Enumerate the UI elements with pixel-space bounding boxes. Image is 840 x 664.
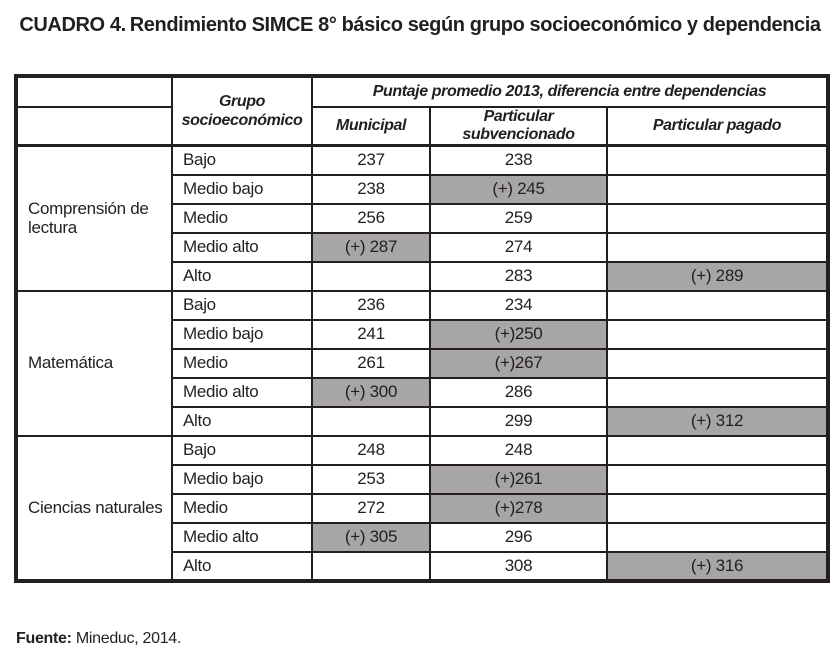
- table-row: Medio bajo 253 (+)261: [16, 463, 830, 495]
- value-cell: 248: [429, 434, 608, 466]
- group-cell: Medio bajo: [171, 463, 313, 495]
- value-cell: 299: [429, 405, 608, 437]
- value-cell: (+) 287: [311, 231, 431, 263]
- value-cell: [605, 376, 830, 408]
- table-row: Alto 299 (+) 312: [16, 405, 830, 437]
- value-cell: 272: [311, 492, 431, 524]
- table-row: Medio bajo 238 (+) 245: [16, 173, 830, 205]
- group-cell: Medio: [171, 202, 313, 234]
- value-cell: [605, 144, 830, 176]
- table-row: Comprensión de lectura Bajo 237 238: [15, 144, 830, 292]
- column-header-particular-subvencionado: Particular subvencionado: [429, 106, 608, 147]
- table-row: Alto 283 (+) 289: [16, 260, 830, 292]
- value-cell: (+) 289: [605, 260, 830, 292]
- corner-cell-top: [15, 75, 173, 108]
- value-cell: 286: [429, 376, 608, 408]
- value-cell: (+) 305: [311, 521, 431, 553]
- value-cell: [311, 405, 431, 437]
- subject-cell-comprension: Comprensión de lectura: [15, 144, 173, 292]
- group-cell: Medio: [171, 347, 313, 379]
- value-cell: 296: [429, 521, 608, 553]
- value-cell: (+) 312: [605, 405, 830, 437]
- group-cell: Bajo: [171, 434, 313, 466]
- column-header-municipal: Municipal: [311, 106, 431, 147]
- value-cell: [311, 550, 431, 582]
- value-cell: (+) 300: [311, 376, 431, 408]
- subject-cell-ciencias: Ciencias naturales: [15, 434, 173, 582]
- table-row: Medio 272 (+)278: [16, 492, 830, 524]
- value-cell: [605, 347, 830, 379]
- table-number-label: CUADRO 4.: [19, 14, 126, 36]
- table-row: Alto 308 (+) 316: [16, 550, 830, 582]
- value-cell: 274: [429, 231, 608, 263]
- group-cell: Alto: [171, 550, 313, 582]
- value-cell: 237: [311, 144, 431, 176]
- value-cell: 241: [311, 318, 431, 350]
- value-cell: (+)267: [429, 347, 608, 379]
- value-cell: (+) 245: [429, 173, 608, 205]
- header-row-1: Grupo socioeconómico Puntaje promedio 20…: [15, 75, 830, 147]
- value-cell: [605, 318, 830, 350]
- value-cell: (+) 316: [605, 550, 830, 582]
- table-row: Medio 256 259: [16, 202, 830, 234]
- value-cell: 238: [429, 144, 608, 176]
- table-row: Matemática Bajo 236 234: [15, 289, 830, 437]
- value-cell: 248: [311, 434, 431, 466]
- value-cell: 308: [429, 550, 608, 582]
- value-cell: 283: [429, 260, 608, 292]
- page-title: CUADRO 4. Rendimiento SIMCE 8° básico seg…: [0, 14, 840, 37]
- value-cell: 234: [429, 289, 608, 321]
- column-header-particular-pagado: Particular pagado: [605, 106, 830, 147]
- value-cell: [605, 173, 830, 205]
- table-row: Medio 261 (+)267: [16, 347, 830, 379]
- group-cell: Bajo: [171, 144, 313, 176]
- group-cell: Bajo: [171, 289, 313, 321]
- source-text: Mineduc, 2014.: [71, 630, 182, 647]
- table-row: Medio alto (+) 300 286: [16, 376, 830, 408]
- source-note: Fuente: Mineduc, 2014.: [16, 630, 181, 648]
- group-cell: Medio bajo: [171, 173, 313, 205]
- value-cell: (+)261: [429, 463, 608, 495]
- value-cell: 253: [311, 463, 431, 495]
- group-cell: Medio bajo: [171, 318, 313, 350]
- value-cell: 259: [429, 202, 608, 234]
- table-row: Medio alto (+) 305 296: [16, 521, 830, 553]
- value-cell: 261: [311, 347, 431, 379]
- corner-cell-bottom: [15, 106, 173, 147]
- value-cell: [605, 521, 830, 553]
- group-cell: Medio: [171, 492, 313, 524]
- value-cell: 238: [311, 173, 431, 205]
- group-cell: Medio alto: [171, 376, 313, 408]
- group-cell: Alto: [171, 260, 313, 292]
- value-cell: (+)278: [429, 492, 608, 524]
- simce-results-table: Grupo socioeconómico Puntaje promedio 20…: [14, 74, 831, 583]
- table-row: Ciencias naturales Bajo 248 248: [15, 434, 830, 582]
- table-row: Medio bajo 241 (+)250: [16, 318, 830, 350]
- value-cell: [605, 202, 830, 234]
- value-cell: 236: [311, 289, 431, 321]
- value-cell: [605, 289, 830, 321]
- group-cell: Medio alto: [171, 521, 313, 553]
- column-header-span-puntaje: Puntaje promedio 2013, diferencia entre …: [310, 75, 830, 108]
- header-row-2: Municipal Particular subvencionado Parti…: [15, 106, 830, 147]
- value-cell: [311, 260, 431, 292]
- table-title-text: Rendimiento SIMCE 8° básico según grupo …: [129, 14, 821, 36]
- subject-cell-matematica: Matemática: [15, 289, 173, 437]
- value-cell: 256: [311, 202, 431, 234]
- value-cell: [605, 492, 830, 524]
- source-label: Fuente:: [16, 630, 72, 647]
- group-cell: Alto: [171, 405, 313, 437]
- table-row: Medio alto (+) 287 274: [16, 231, 830, 263]
- group-cell: Medio alto: [171, 231, 313, 263]
- value-cell: [605, 434, 830, 466]
- value-cell: [605, 231, 830, 263]
- value-cell: [605, 463, 830, 495]
- column-header-grupo-socioeconomico: Grupo socioeconómico: [171, 75, 313, 147]
- value-cell: (+)250: [429, 318, 608, 350]
